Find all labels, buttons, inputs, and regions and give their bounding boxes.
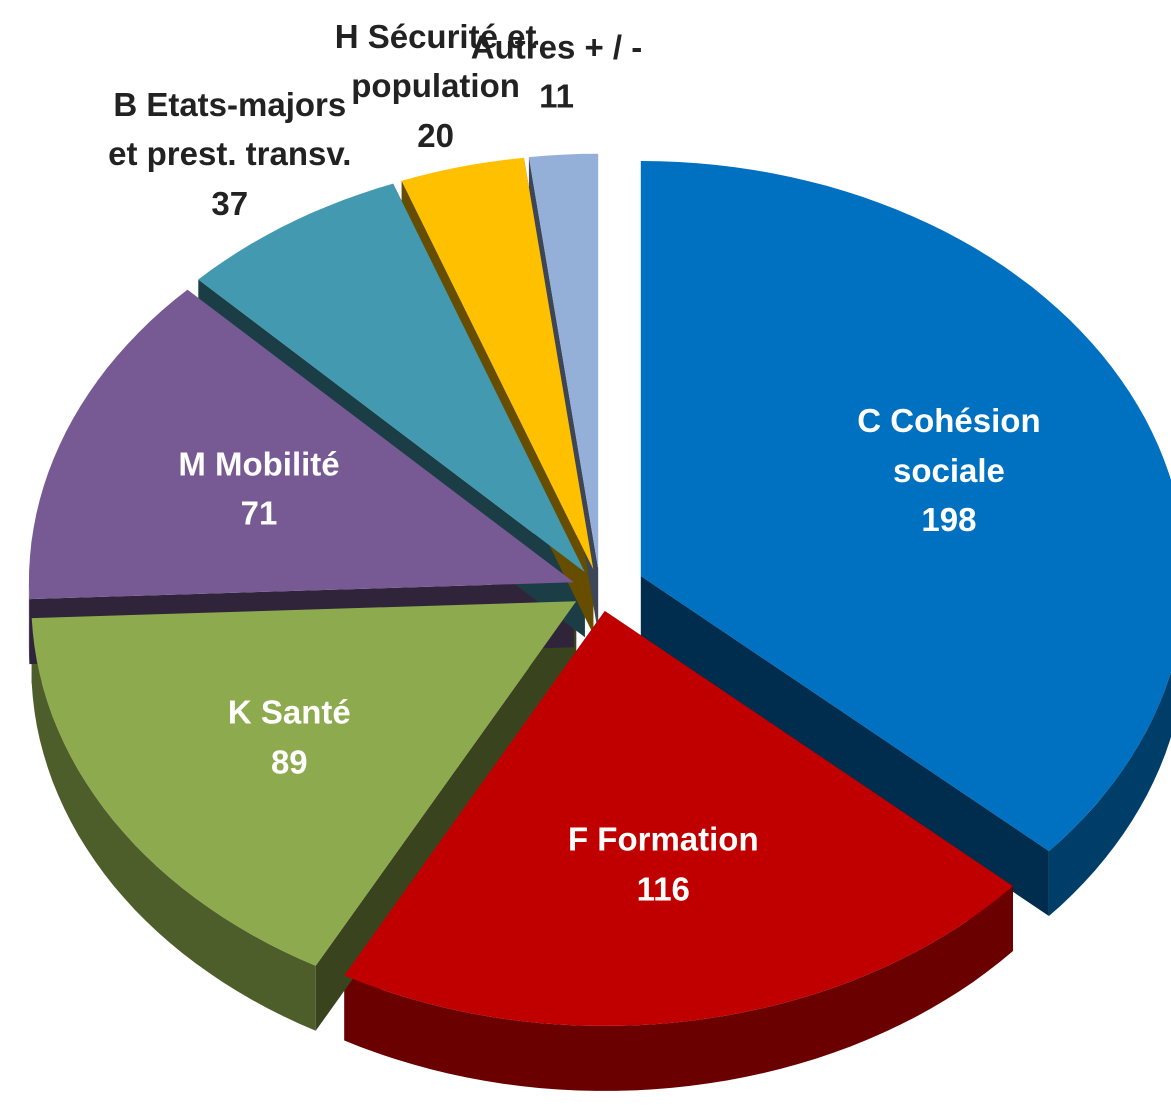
slice-wall [640,576,1049,916]
value-label: 89 [270,743,308,781]
value-label: 116 [636,870,690,908]
category-name: B Etats-majors et prest. transv. [108,85,352,173]
category-name: F Formation [567,820,759,858]
slice [528,153,599,569]
slice [198,183,585,573]
category-name: K Santé [227,693,351,731]
slice [401,157,594,570]
value-label: 20 [417,116,454,154]
slice-label: M Mobilité 71 [109,439,409,538]
category-name: C Cohésion sociale [857,402,1041,489]
slice [31,601,577,966]
slice [28,289,574,600]
value-label: 11 [539,77,574,115]
slice-label: B Etats-majors et prest. transv. 37 [100,80,360,229]
slice-side [1048,671,1171,916]
slice-side [28,582,30,665]
slice-label: F Formation 116 [513,815,813,914]
slice [640,161,1171,851]
value-label: 198 [921,501,977,539]
category-name: Autres + / - [470,28,643,66]
value-label: 71 [240,494,278,532]
slice-wall [315,601,577,1031]
slice-side [344,886,1013,1091]
slice-side [31,618,316,1031]
slice [344,611,1013,1026]
category-name: M Mobilité [178,445,340,483]
slice-label: K Santé 89 [139,688,439,787]
slice-label: H Sécurité et population 20 [306,12,566,161]
slice-label: Autres + / - 11 [427,22,687,121]
slice-label: C Cohésion sociale 198 [799,396,1099,545]
category-name: H Sécurité et population [334,17,537,105]
value-label: 37 [211,184,249,222]
